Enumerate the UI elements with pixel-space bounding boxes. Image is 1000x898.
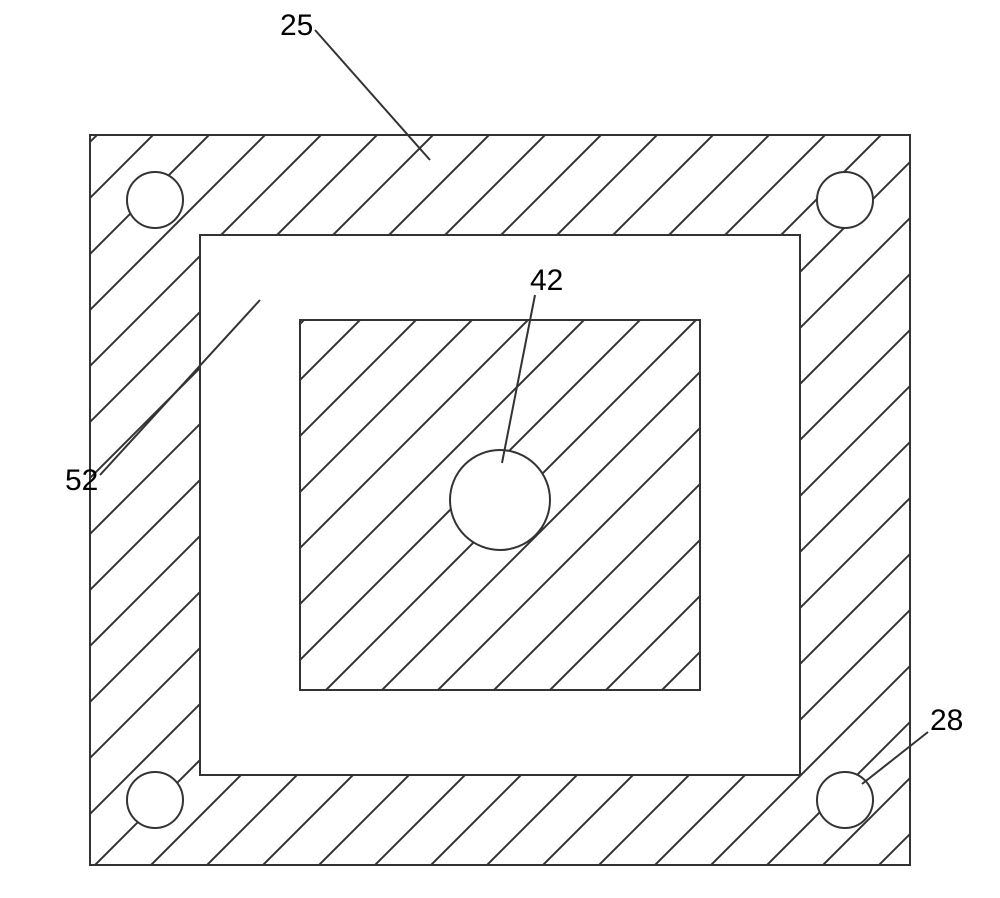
label-25: 25	[280, 9, 313, 42]
label-52: 52	[65, 464, 98, 497]
label-42: 42	[530, 264, 563, 297]
label-28: 28	[930, 704, 963, 737]
